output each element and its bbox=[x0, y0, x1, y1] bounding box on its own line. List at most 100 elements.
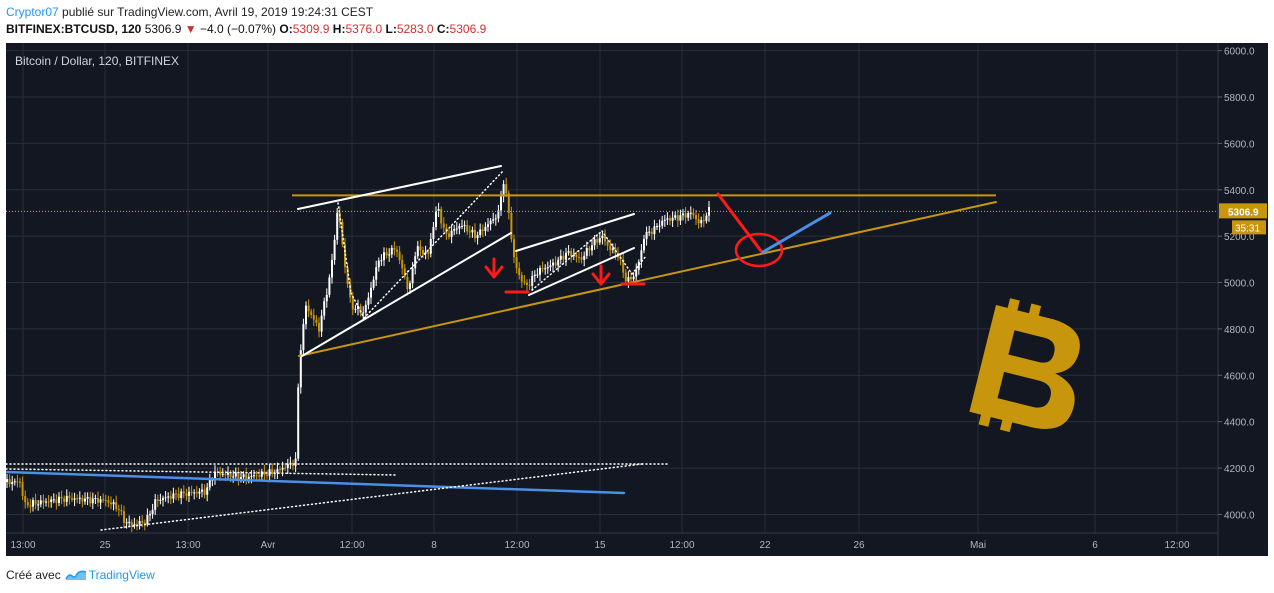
candle-body bbox=[500, 196, 502, 211]
publish-info: publié sur TradingView.com, Avril 19, 20… bbox=[62, 5, 374, 19]
target-circle bbox=[734, 232, 784, 268]
candle-body bbox=[658, 225, 661, 227]
candle-body bbox=[401, 259, 404, 269]
y-tick-label: 5600.0 bbox=[1224, 139, 1255, 150]
candle-body bbox=[68, 495, 71, 499]
tradingview-brand: TradingView bbox=[88, 568, 155, 582]
chart-area[interactable]: 6000.0 5800.0 5600.0 5400.0 5200.0 5000.0 4800… bbox=[6, 43, 1268, 556]
candle-body bbox=[172, 493, 175, 499]
candle-body bbox=[380, 260, 383, 262]
candle-body bbox=[492, 219, 495, 221]
candle-body bbox=[354, 308, 357, 310]
candle-body bbox=[182, 491, 185, 494]
candle-body bbox=[297, 387, 300, 459]
candle-body bbox=[107, 500, 110, 503]
price-label-box bbox=[1219, 203, 1267, 219]
candle-body bbox=[559, 255, 562, 260]
candle-body bbox=[695, 215, 697, 220]
candle-body bbox=[520, 275, 523, 282]
candle-body bbox=[606, 241, 609, 246]
candle-body bbox=[32, 500, 34, 507]
author-link[interactable]: Cryptor07 bbox=[6, 5, 59, 19]
candle-body bbox=[596, 239, 599, 243]
candle-body bbox=[276, 469, 279, 474]
down-arrow-icon-2-head bbox=[591, 272, 611, 286]
candle-body bbox=[429, 238, 432, 254]
down-arrow-icon-1-head bbox=[484, 265, 504, 279]
candle-body bbox=[112, 502, 115, 505]
candle-body bbox=[702, 220, 705, 222]
candle-body bbox=[645, 231, 648, 240]
candle-body bbox=[622, 259, 625, 273]
candle-body bbox=[175, 493, 177, 495]
candle-body bbox=[110, 502, 112, 505]
x-tick-label: 22 bbox=[759, 540, 771, 551]
candle-body bbox=[653, 226, 656, 235]
candle-body bbox=[403, 268, 406, 277]
x-tick-label: Mai bbox=[970, 540, 986, 551]
candle-body bbox=[232, 476, 235, 478]
candle-body bbox=[624, 272, 627, 282]
candle-body bbox=[666, 218, 669, 220]
candle-body bbox=[700, 220, 703, 224]
dotted-channel-zigzag bbox=[531, 230, 603, 291]
candle-body bbox=[544, 268, 547, 270]
candle-body bbox=[146, 514, 149, 525]
candle-body bbox=[328, 277, 331, 295]
candle-body bbox=[375, 267, 378, 280]
candle-body bbox=[593, 239, 596, 246]
candle-body bbox=[221, 473, 224, 475]
candle-body bbox=[687, 213, 690, 218]
x-tick-label: 13:00 bbox=[10, 540, 35, 551]
candle-body bbox=[29, 505, 32, 507]
price-axis[interactable]: 6000.0 5800.0 5600.0 5400.0 5200.0 5000.0 4800… bbox=[1217, 43, 1267, 556]
chart-title: Bitcoin / Dollar, 120, BITFINEX bbox=[15, 54, 179, 68]
candle-body bbox=[180, 491, 183, 498]
candle-body bbox=[502, 184, 505, 197]
candle-body bbox=[409, 283, 411, 290]
candle-body bbox=[450, 230, 453, 237]
candle-body bbox=[359, 306, 362, 314]
candle-body bbox=[541, 268, 544, 270]
candle-body bbox=[536, 274, 539, 276]
candle-body bbox=[367, 297, 370, 305]
bearish-move-line bbox=[716, 192, 763, 253]
high-value: 5376.0 bbox=[345, 22, 383, 36]
candle-body bbox=[253, 475, 255, 477]
candle-body bbox=[461, 225, 463, 227]
candle-body bbox=[338, 212, 341, 222]
candle-body bbox=[47, 501, 50, 503]
wedge-upper-line bbox=[297, 165, 502, 210]
candle-body bbox=[227, 472, 229, 475]
candle-body bbox=[323, 301, 326, 316]
candle-body bbox=[195, 492, 198, 494]
candle-body bbox=[497, 210, 500, 219]
candle-body bbox=[583, 255, 586, 260]
candle-body bbox=[242, 474, 245, 478]
x-tick-label: 12:00 bbox=[669, 540, 694, 551]
candle-body bbox=[697, 219, 700, 224]
tradingview-link[interactable]: TradingView bbox=[65, 568, 155, 582]
candle-body bbox=[572, 255, 575, 257]
candle-body bbox=[487, 224, 489, 227]
candle-body bbox=[11, 482, 14, 485]
candle-body bbox=[39, 500, 42, 505]
candle-body bbox=[286, 463, 289, 468]
x-tick-label: 25 bbox=[99, 540, 111, 551]
candle-body bbox=[427, 252, 430, 254]
candle-body bbox=[188, 491, 190, 496]
candle-body bbox=[643, 239, 645, 251]
candle-body bbox=[539, 268, 541, 275]
candle-body bbox=[294, 458, 297, 466]
time-axis[interactable]: 13:00 25 13:00 Avr 12:00 8 12:00 15 12:00 22 26 Mai… bbox=[6, 532, 1218, 551]
price-chart[interactable]: 6000.0 5800.0 5600.0 5400.0 5200.0 5000.0 4800… bbox=[6, 43, 1268, 556]
candle-body bbox=[133, 524, 136, 526]
x-tick-label: 12:00 bbox=[339, 540, 364, 551]
high-label: H: bbox=[332, 22, 346, 36]
descending-trendline bbox=[6, 470, 626, 495]
candle-body bbox=[604, 235, 606, 242]
candle-body bbox=[494, 218, 497, 220]
candle-body bbox=[149, 514, 151, 516]
x-tick-label: 6 bbox=[1092, 540, 1098, 551]
candle-body bbox=[284, 467, 287, 469]
